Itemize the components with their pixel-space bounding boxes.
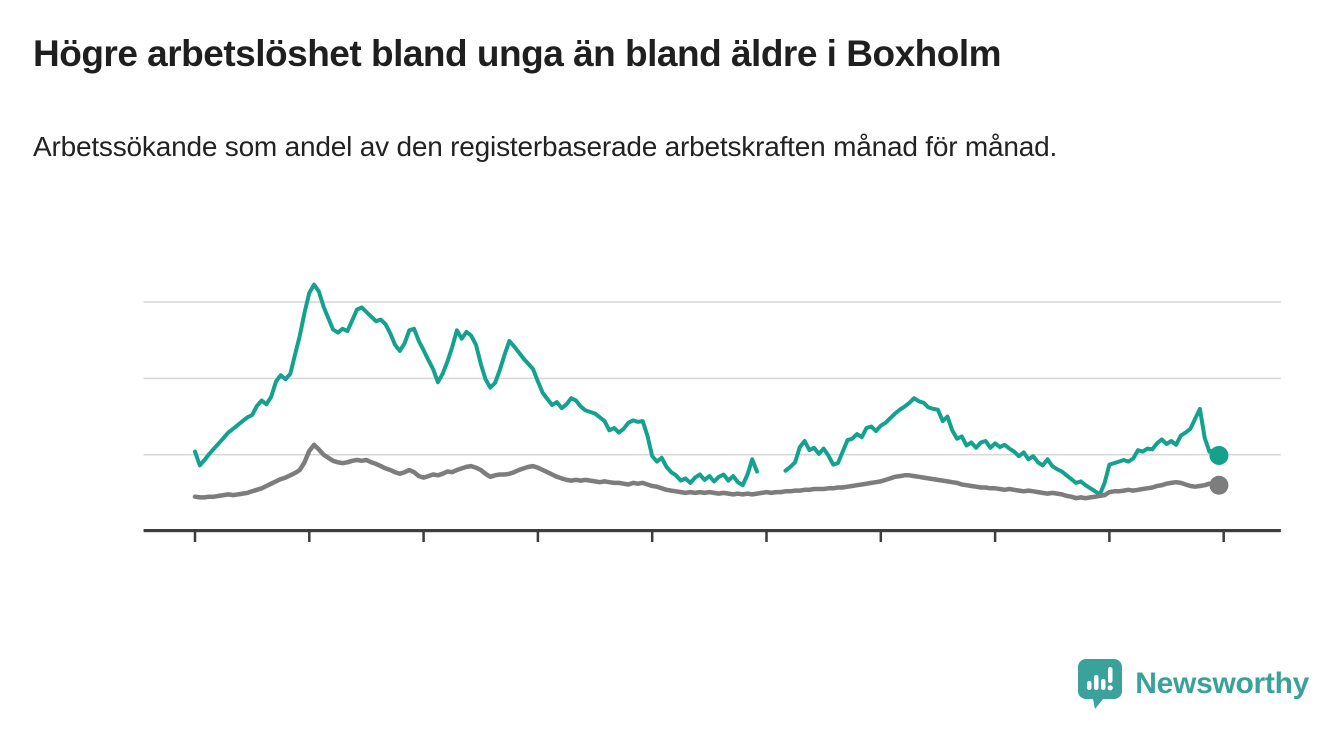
end-dot-total (1209, 475, 1229, 495)
newsworthy-logo: Newsworthy (1077, 658, 1309, 710)
x-axis-tick-2022 (993, 532, 997, 542)
x-axis-tick-2016 (650, 532, 654, 542)
series-line-young (193, 282, 1221, 497)
page-subtitle: Arbetssökande som andel av den registerb… (33, 131, 1058, 162)
x-axis-line (143, 529, 1281, 533)
x-axis-tick-2024 (1108, 532, 1111, 542)
page-title: Högre arbetslöshet bland unga än bland ä… (33, 33, 1002, 74)
x-axis-tick-2014 (536, 532, 540, 542)
x-axis-tick-2020 (879, 532, 883, 542)
series-line-total (192, 442, 1222, 501)
newsworthy-logo-icon (1078, 659, 1123, 709)
x-axis-tick-2012 (422, 532, 425, 542)
x-axis-tick-2008 (193, 532, 197, 542)
end-dot-young (1209, 445, 1229, 465)
x-axis-tick-2026 (1222, 532, 1225, 542)
x-axis-tick-2018 (765, 532, 768, 542)
x-axis-tick-2010 (308, 532, 311, 542)
newsworthy-logo-text: Newsworthy (1135, 667, 1309, 700)
